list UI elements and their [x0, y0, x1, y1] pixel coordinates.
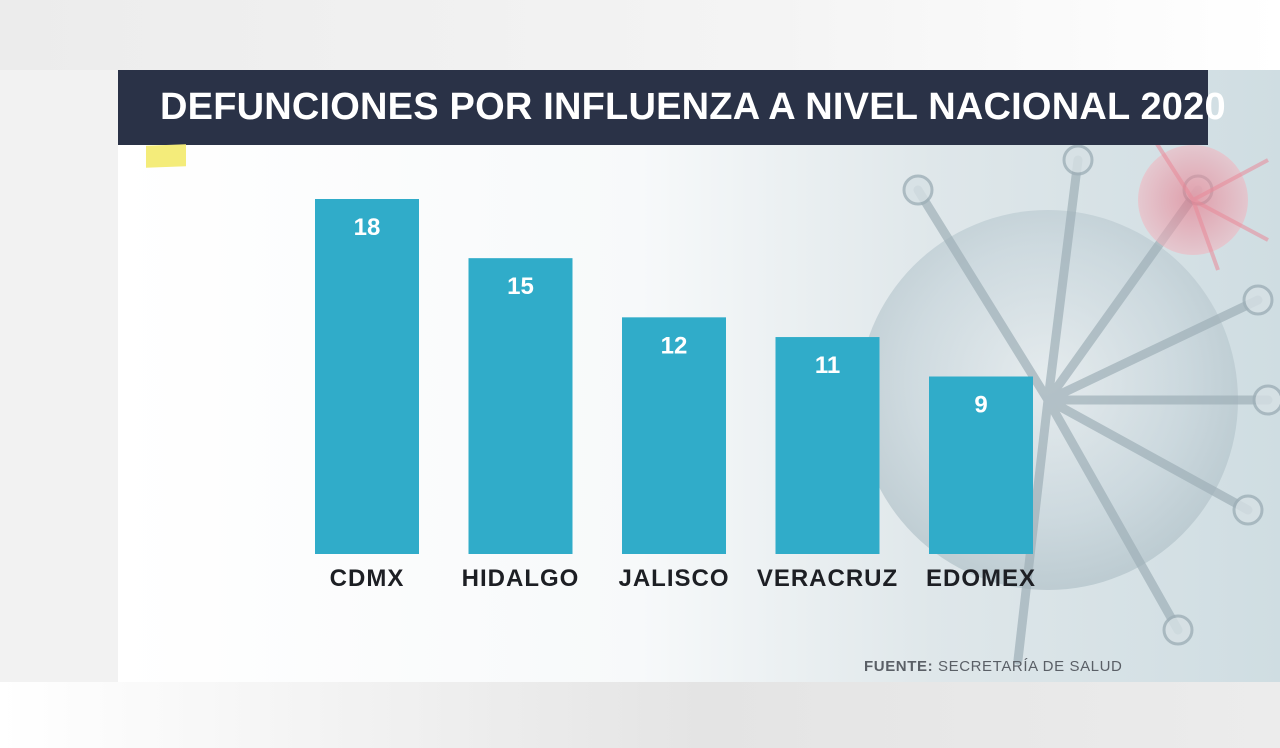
- virus-background-illustration: [858, 128, 1280, 665]
- value-label-veracruz: 11: [815, 352, 840, 379]
- top-background-band: [0, 0, 1280, 70]
- bottom-background-band: [0, 682, 1280, 748]
- value-label-hidalgo: 15: [507, 273, 534, 300]
- source-label: FUENTE:: [864, 658, 934, 675]
- bar-jalisco: [622, 317, 726, 554]
- title-bar: DEFUNCIONES POR INFLUENZA A NIVEL NACION…: [118, 70, 1226, 145]
- bar-cdmx: [315, 199, 419, 554]
- value-label-cdmx: 18: [354, 214, 381, 241]
- category-label-cdmx: CDMX: [330, 565, 405, 592]
- category-label-hidalgo: HIDALGO: [462, 565, 580, 592]
- category-label-edomex: EDOMEX: [926, 565, 1036, 592]
- source-text: SECRETARÍA DE SALUD: [937, 658, 1123, 675]
- category-label-jalisco: JALISCO: [618, 565, 729, 592]
- value-label-jalisco: 12: [661, 332, 688, 359]
- category-label-veracruz: VERACRUZ: [757, 565, 898, 592]
- bar-hidalgo: [468, 258, 573, 554]
- value-label-edomex: 9: [974, 392, 987, 419]
- bar-veracruz: [775, 337, 880, 554]
- bar-edomex: [929, 376, 1033, 554]
- source-note: FUENTE: SECRETARÍA DE SALUD: [864, 658, 1123, 675]
- chart-title: DEFUNCIONES POR INFLUENZA A NIVEL NACION…: [160, 86, 1226, 128]
